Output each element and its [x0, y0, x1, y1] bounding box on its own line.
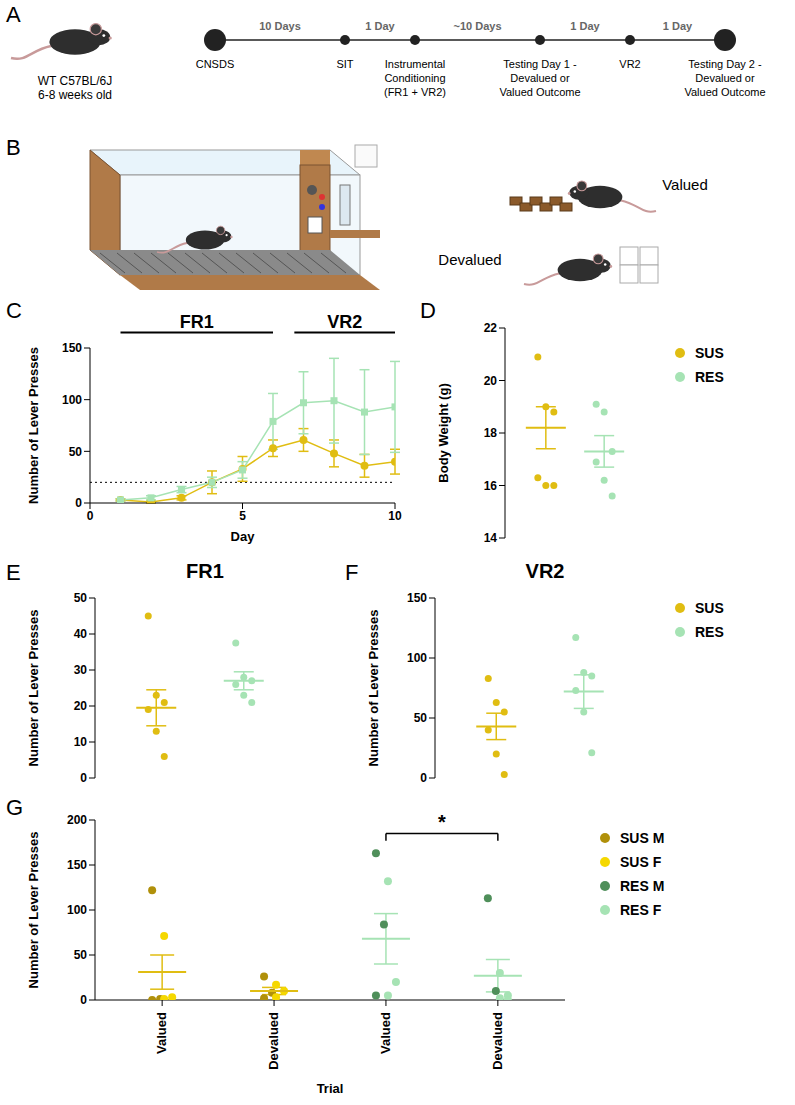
svg-text:Devalued: Devalued — [490, 1012, 505, 1070]
svg-text:22: 22 — [484, 321, 498, 335]
svg-text:Day: Day — [231, 529, 256, 544]
svg-text:CNSDS: CNSDS — [196, 58, 235, 70]
svg-text:150: 150 — [67, 858, 87, 872]
svg-text:1 Day: 1 Day — [663, 20, 693, 32]
svg-text:0: 0 — [87, 509, 94, 523]
svg-text:(FR1 + VR2): (FR1 + VR2) — [384, 86, 446, 98]
svg-text:10: 10 — [74, 735, 88, 749]
svg-text:VR2: VR2 — [327, 312, 362, 332]
html-text:RES: RES — [695, 624, 724, 640]
html-text:E: E — [6, 560, 21, 585]
svg-text:Number of Lever Presses: Number of Lever Presses — [26, 832, 41, 989]
html-text:C: C — [6, 298, 22, 323]
svg-text:VR2: VR2 — [619, 58, 640, 70]
svg-text:Valued: Valued — [154, 1012, 169, 1054]
html-text:SUS: SUS — [695, 600, 724, 616]
html-text:RES M: RES M — [620, 878, 665, 894]
svg-text:Valued Outcome: Valued Outcome — [499, 86, 580, 98]
svg-text:14: 14 — [484, 531, 498, 545]
svg-text:WT C57BL/6J: WT C57BL/6J — [38, 74, 112, 88]
svg-text:150: 150 — [407, 591, 427, 605]
svg-text:Devalued or: Devalued or — [695, 72, 755, 84]
html-text:SUS F: SUS F — [620, 854, 662, 870]
svg-text:50: 50 — [74, 948, 88, 962]
svg-text:Body Weight (g): Body Weight (g) — [436, 383, 451, 482]
svg-text:Trial: Trial — [317, 1081, 344, 1096]
svg-text:Testing Day 1 -: Testing Day 1 - — [503, 58, 577, 70]
svg-text:100: 100 — [67, 903, 87, 917]
html-text:G: G — [6, 795, 24, 820]
svg-text:*: * — [438, 811, 446, 833]
svg-text:0: 0 — [80, 771, 87, 785]
svg-text:Devalued or: Devalued or — [510, 72, 570, 84]
svg-text:0: 0 — [75, 496, 82, 510]
svg-text:~10 Days: ~10 Days — [453, 20, 501, 32]
svg-text:Number of Lever Presses: Number of Lever Presses — [366, 610, 381, 767]
html-text:F: F — [345, 560, 359, 585]
svg-text:200: 200 — [67, 813, 87, 827]
html-text:A: A — [6, 2, 21, 27]
svg-text:Conditioning: Conditioning — [384, 72, 445, 84]
html-text:RES F: RES F — [620, 902, 662, 918]
svg-text:FR1: FR1 — [180, 312, 214, 332]
svg-text:100: 100 — [407, 651, 427, 665]
svg-text:30: 30 — [74, 663, 88, 677]
svg-text:Number of Lever Presses: Number of Lever Presses — [26, 347, 41, 504]
svg-text:0: 0 — [80, 993, 87, 1007]
svg-text:50: 50 — [69, 445, 83, 459]
html-text:VR2: VR2 — [525, 560, 565, 582]
svg-text:50: 50 — [74, 591, 88, 605]
svg-text:0: 0 — [420, 771, 427, 785]
html-text:SUS M: SUS M — [620, 830, 665, 846]
svg-text:Devalued: Devalued — [438, 251, 501, 268]
svg-text:Number of Lever Presses: Number of Lever Presses — [26, 610, 41, 767]
svg-text:1 Day: 1 Day — [365, 20, 395, 32]
html-text:D: D — [420, 298, 436, 323]
svg-text:6-8 weeks old: 6-8 weeks old — [38, 88, 112, 102]
svg-text:Valued Outcome: Valued Outcome — [684, 86, 765, 98]
svg-text:Valued: Valued — [378, 1012, 393, 1054]
svg-text:Devalued: Devalued — [266, 1012, 281, 1070]
svg-text:Testing Day 2 -: Testing Day 2 - — [688, 58, 762, 70]
html-text:B: B — [6, 135, 21, 160]
html-text:SUS: SUS — [695, 345, 724, 361]
svg-text:20: 20 — [484, 374, 498, 388]
svg-text:Valued: Valued — [662, 176, 708, 193]
svg-text:5: 5 — [239, 509, 246, 523]
svg-text:150: 150 — [62, 341, 82, 355]
svg-text:20: 20 — [74, 699, 88, 713]
svg-text:16: 16 — [484, 479, 498, 493]
svg-text:10: 10 — [388, 509, 402, 523]
svg-text:18: 18 — [484, 426, 498, 440]
html-text:RES: RES — [695, 369, 724, 385]
svg-text:1 Day: 1 Day — [570, 20, 600, 32]
svg-text:SIT: SIT — [336, 58, 353, 70]
html-text:FR1: FR1 — [186, 560, 224, 582]
svg-text:40: 40 — [74, 627, 88, 641]
svg-text:50: 50 — [414, 711, 428, 725]
svg-text:Instrumental: Instrumental — [385, 58, 446, 70]
svg-text:10 Days: 10 Days — [259, 20, 301, 32]
svg-text:100: 100 — [62, 393, 82, 407]
